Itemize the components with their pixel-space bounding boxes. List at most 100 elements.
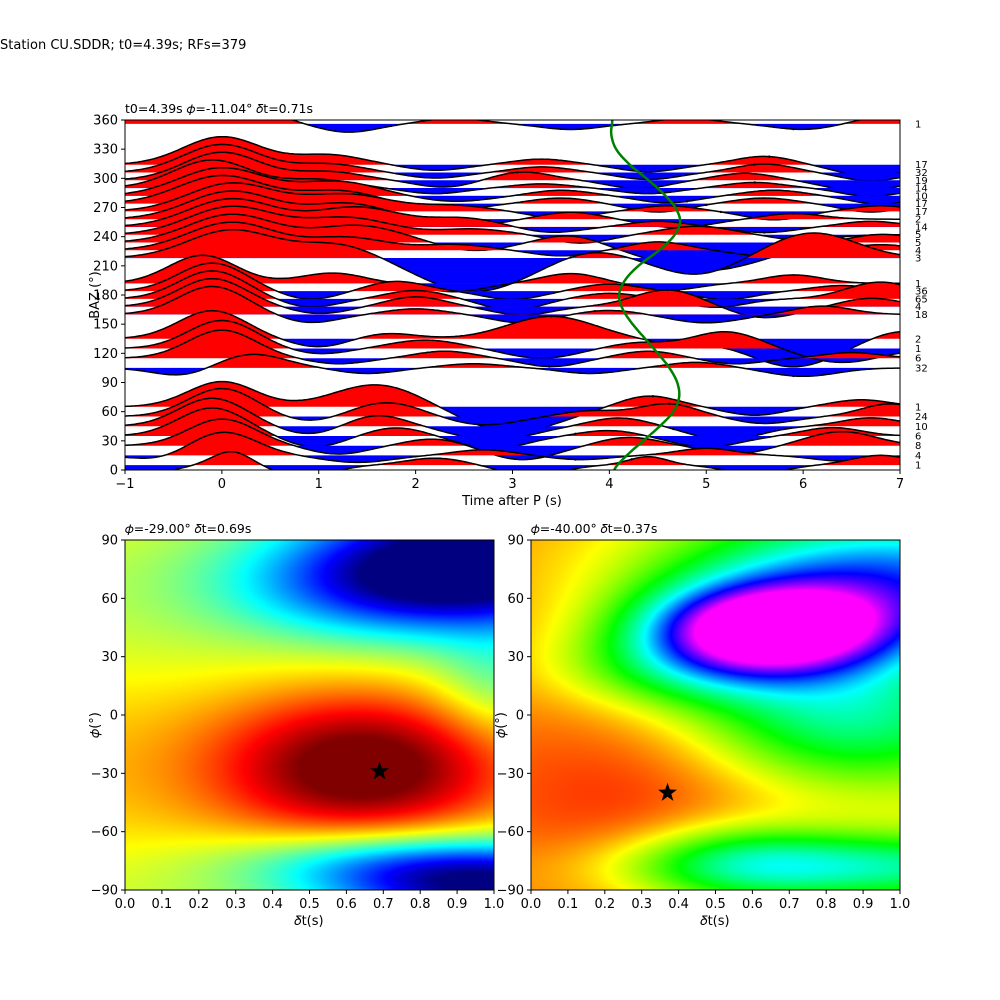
heatmap-x-tick-label: 0.1 <box>558 897 579 912</box>
rf-trace-line <box>169 450 900 470</box>
rf-trace-positive-fill <box>125 451 900 466</box>
rf-x-axis-label: Time after P (s) <box>461 494 562 509</box>
heatmap-left-image <box>125 540 494 890</box>
rf-trace-marker <box>768 155 771 158</box>
heatmap-y-tick-label: −30 <box>91 767 118 782</box>
rf-trace-marker <box>719 210 722 214</box>
rf-y-tick-label: 240 <box>93 230 118 245</box>
rf-trace-negative-fill <box>125 250 900 256</box>
rf-section-plot: −1 0 1 2 3 4 5 6 7030609012015018021024027030033… <box>88 101 928 509</box>
rf-trace-line <box>125 254 900 293</box>
rf-trace-line <box>125 197 900 234</box>
heatmap-x-tick-label: 0.9 <box>853 897 874 912</box>
rf-trace-count-label: 36 <box>915 287 928 298</box>
heatmap-left-y-label: 𝜙(°) <box>88 712 103 738</box>
rf-trace-positive-fill <box>125 152 900 181</box>
heatmap-y-tick-label: −30 <box>497 767 524 782</box>
rf-y-tick-label: 30 <box>101 434 118 449</box>
rf-trace-line <box>125 190 900 229</box>
rf-y-tick-label: 0 <box>110 464 118 479</box>
rf-trace-positive-fill <box>125 214 900 243</box>
heatmap-y-tick-label: 90 <box>507 534 524 549</box>
rf-trace-positive-fill <box>125 255 900 284</box>
rf-trace-count-label: 17 <box>915 160 928 171</box>
rf-trace-positive-fill <box>125 432 900 456</box>
heatmap-x-tick-label: 0.6 <box>336 897 357 912</box>
rf-trace-count-label: 4 <box>915 246 921 257</box>
heatmap-y-tick-label: 90 <box>101 534 118 549</box>
rf-trace-marker <box>753 163 756 166</box>
rf-trace-line <box>125 159 900 198</box>
rf-trace-line <box>125 418 900 461</box>
heatmap-x-tick-label: 0.3 <box>631 897 652 912</box>
rf-trace-positive-fill <box>125 167 900 196</box>
rf-trace-count-label: 18 <box>915 310 928 321</box>
rf-axes: −1 0 1 2 3 4 5 6 7030609012015018021024027030033… <box>93 114 928 493</box>
rf-trace-marker <box>753 181 756 184</box>
rf-trace-count-label: 14 <box>915 184 928 195</box>
rf-trace-negative-fill <box>125 226 900 233</box>
heatmap-x-tick-label: 0.8 <box>410 897 431 912</box>
rf-trace-marker <box>685 200 689 203</box>
rf-x-tick-label: 5 <box>702 477 710 492</box>
heatmap-x-tick-label: 0.0 <box>115 897 136 912</box>
heatmap-right-axes: 0.0 0.1 0.2 0.3 0.4 0.5 0.6 0.7 0.8 0.9 1.0 −90 −60 −… <box>497 534 911 913</box>
rf-trace-count-label: 2 <box>915 334 921 345</box>
rf-y-tick-label: 330 <box>93 143 118 158</box>
rf-trace-count-label: 17 <box>915 207 928 218</box>
heatmap-y-tick-label: 0 <box>516 709 524 724</box>
heatmap-x-tick-label: 0.8 <box>816 897 837 912</box>
rf-trace-count-label: 2 <box>915 215 921 226</box>
heatmap-x-tick-label: 0.7 <box>779 897 800 912</box>
rf-trace-positive-fill <box>125 354 900 368</box>
rf-trace-negative-fill <box>125 123 900 133</box>
rf-trace-line <box>125 205 900 244</box>
energy-map-right: 0.0 0.1 0.2 0.3 0.4 0.5 0.6 0.7 0.8 0.9 1.0 −90 −60 −… <box>494 521 910 929</box>
rf-trace-count-label: 5 <box>915 230 921 241</box>
rf-x-tick-label: 0 <box>218 477 226 492</box>
rf-trace-count-label: 17 <box>915 199 928 210</box>
rf-trace-line <box>125 319 900 364</box>
rf-trace-marker <box>593 309 597 313</box>
rf-trace-line <box>125 166 900 205</box>
rf-y-tick-label: 270 <box>93 201 118 216</box>
rf-traces-group <box>125 120 900 470</box>
rf-trace-marker <box>574 458 577 461</box>
rf-trace-marker <box>792 374 795 378</box>
rf-trace-count-label: 1 <box>915 461 921 472</box>
rf-trace-marker <box>763 231 766 234</box>
rf-trace-marker <box>668 402 671 406</box>
rf-trace-line <box>125 182 900 221</box>
rf-trace-count-label: 10 <box>915 422 928 433</box>
rf-trace-marker <box>569 256 572 259</box>
heatmap-y-tick-label: 60 <box>101 592 118 607</box>
best-fit-star-marker <box>370 761 390 780</box>
heatmap-x-tick-label: 1.0 <box>890 897 911 912</box>
rf-trace-line <box>125 310 900 368</box>
heatmap-x-tick-label: 0.9 <box>447 897 468 912</box>
rf-trace-negative-fill <box>125 465 900 470</box>
heatmap-y-tick-label: −60 <box>91 825 118 840</box>
rf-trace-line <box>125 151 900 193</box>
heatmap-left-title: 𝜙=-29.00° 𝛿t=0.69s <box>125 521 251 536</box>
rf-trace-positive-fill <box>125 136 900 165</box>
heatmap-left-axes: 0.0 0.1 0.2 0.3 0.4 0.5 0.6 0.7 0.8 0.9 1.0 −90 −60 −… <box>91 534 505 913</box>
heatmap-y-tick-label: 30 <box>507 650 524 665</box>
heatmap-y-tick-label: 60 <box>507 592 524 607</box>
rf-trace-line <box>125 174 900 213</box>
heatmap-y-tick-label: 0 <box>110 709 118 724</box>
heatmap-y-tick-label: −60 <box>497 825 524 840</box>
rf-trace-count-label: 1 <box>915 279 921 290</box>
rf-trace-line <box>125 431 900 464</box>
rf-y-tick-label: 90 <box>101 376 118 391</box>
rf-trace-negative-fill <box>125 219 900 228</box>
heatmap-y-tick-label: −90 <box>497 884 524 899</box>
heatmap-x-tick-label: 0.4 <box>668 897 689 912</box>
rf-trace-line <box>125 143 900 182</box>
rf-trace-count-label: 4 <box>915 302 921 313</box>
rf-y-tick-label: 210 <box>93 259 118 274</box>
rf-trace-count-label: 24 <box>915 412 928 423</box>
best-fit-star-marker <box>658 782 677 801</box>
rf-trace-line <box>125 329 900 368</box>
rf-trace-marker <box>630 458 633 461</box>
